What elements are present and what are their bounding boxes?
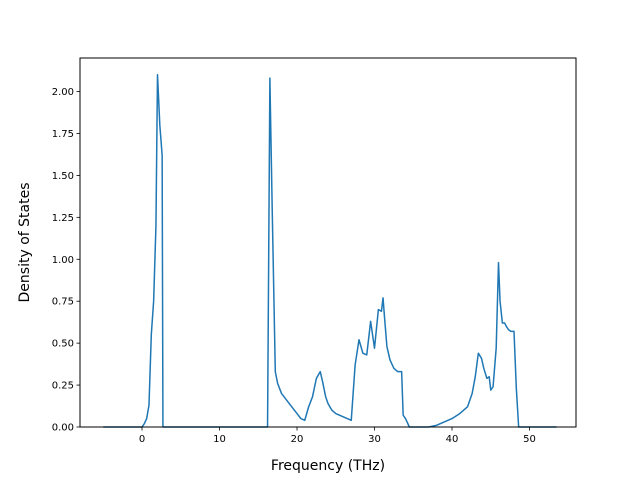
y-tick-label: 2.00 [52, 87, 74, 98]
y-tick-label: 0.00 [52, 423, 74, 434]
y-tick-label: 1.00 [52, 255, 74, 266]
y-tick-label: 1.75 [52, 129, 74, 140]
x-tick-label: 0 [139, 434, 145, 445]
y-tick-label: 0.50 [52, 339, 74, 350]
y-axis-label: Density of States [17, 183, 33, 303]
y-tick-label: 0.75 [52, 297, 74, 308]
axes-frame [79, 57, 577, 428]
x-tick-label: 40 [446, 434, 459, 445]
y-tick-label: 1.25 [52, 213, 74, 224]
x-ticks: 0 10 20 30 40 50 [139, 427, 536, 445]
x-tick-label: 50 [523, 434, 536, 445]
y-tick-label: 1.50 [52, 171, 74, 182]
x-axis-label: Frequency (THz) [271, 458, 385, 474]
x-tick-label: 30 [368, 434, 381, 445]
x-tick-label: 10 [213, 434, 226, 445]
y-ticks: 0.00 0.25 0.50 0.75 1.00 1.25 1.50 1.75 2.00 [52, 87, 80, 434]
x-tick-label: 20 [291, 434, 304, 445]
y-tick-label: 0.25 [52, 381, 74, 392]
